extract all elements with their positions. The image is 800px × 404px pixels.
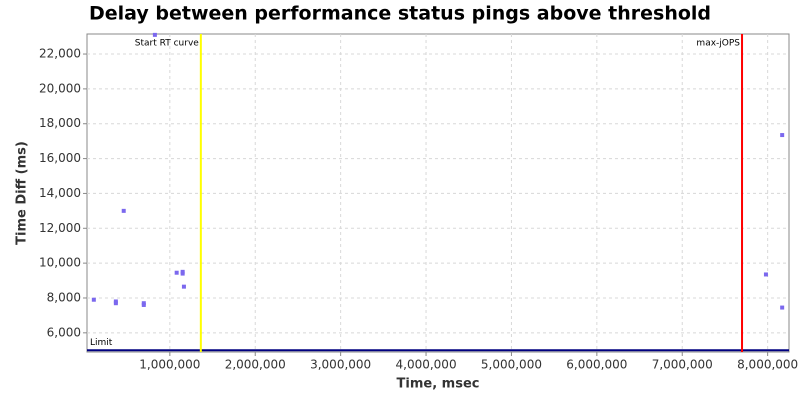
point [180, 271, 185, 276]
y-tick-label: 6,000 [47, 325, 81, 339]
point [780, 133, 785, 138]
point [141, 302, 146, 307]
y-tick-label: 14,000 [39, 186, 81, 200]
x-tick-label: 3,000,000 [310, 358, 371, 372]
point [181, 284, 186, 289]
x-tick-label: 8,000,000 [737, 358, 798, 372]
y-tick-label: 18,000 [39, 116, 81, 130]
y-tick-label: 12,000 [39, 221, 81, 235]
x-tick-label: 1,000,000 [139, 358, 200, 372]
x-tick-label: 5,000,000 [481, 358, 542, 372]
y-axis-label: Time Diff (ms) [15, 141, 30, 245]
point [113, 301, 118, 306]
point [152, 32, 157, 37]
x-axis-label: Time, msec [397, 377, 480, 392]
x-tick-label: 7,000,000 [652, 358, 713, 372]
point [121, 208, 126, 213]
y-tick-label: 20,000 [39, 81, 81, 95]
y-tick-label: 16,000 [39, 151, 81, 165]
point [174, 270, 179, 275]
x-tick-label: 2,000,000 [225, 358, 286, 372]
y-tick-label: 10,000 [39, 256, 81, 270]
x-tick-label: 4,000,000 [396, 358, 457, 372]
marker-label: max-jOPS [696, 39, 740, 49]
point [780, 305, 785, 310]
threshold-label: Limit [90, 338, 113, 348]
point [91, 297, 96, 302]
marker-label: Start RT curve [135, 39, 199, 49]
x-tick-label: 6,000,000 [566, 358, 627, 372]
point [763, 272, 768, 277]
chart-title: Delay between performance status pings a… [89, 3, 711, 25]
y-tick-label: 22,000 [39, 47, 81, 61]
y-tick-label: 8,000 [47, 290, 81, 304]
